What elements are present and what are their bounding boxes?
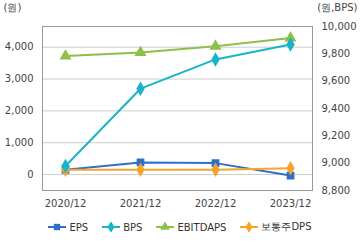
svg-text:0: 0 [27,169,33,180]
svg-text:9,000: 9,000 [322,157,351,168]
html-text:보통주DPS: 보통주DPS [261,221,312,232]
svg-text:8,800: 8,800 [322,185,351,196]
svg-text:1,000: 1,000 [5,137,34,148]
svg-text:9,400: 9,400 [322,103,351,114]
html-text:BPS: BPS [123,221,143,233]
svg-text:9,200: 9,200 [322,130,351,141]
svg-text:9,800: 9,800 [322,48,351,59]
svg-text:10,000: 10,000 [322,21,357,32]
html-text:EBITDAPS: EBITDAPS [177,221,227,233]
html-text:EPS: EPS [69,221,89,233]
svg-text:(원): (원) [4,2,22,13]
svg-text:2020/12: 2020/12 [45,198,87,209]
svg-text:3,000: 3,000 [5,73,34,84]
svg-text:(원,BPS): (원,BPS) [317,2,357,13]
svg-text:2021/12: 2021/12 [120,198,162,209]
svg-text:2,000: 2,000 [5,105,34,116]
svg-text:9,600: 9,600 [322,75,351,86]
svg-text:4,000: 4,000 [5,41,34,52]
svg-text:2023/12: 2023/12 [270,198,312,209]
svg-text:2022/12: 2022/12 [195,198,237,209]
